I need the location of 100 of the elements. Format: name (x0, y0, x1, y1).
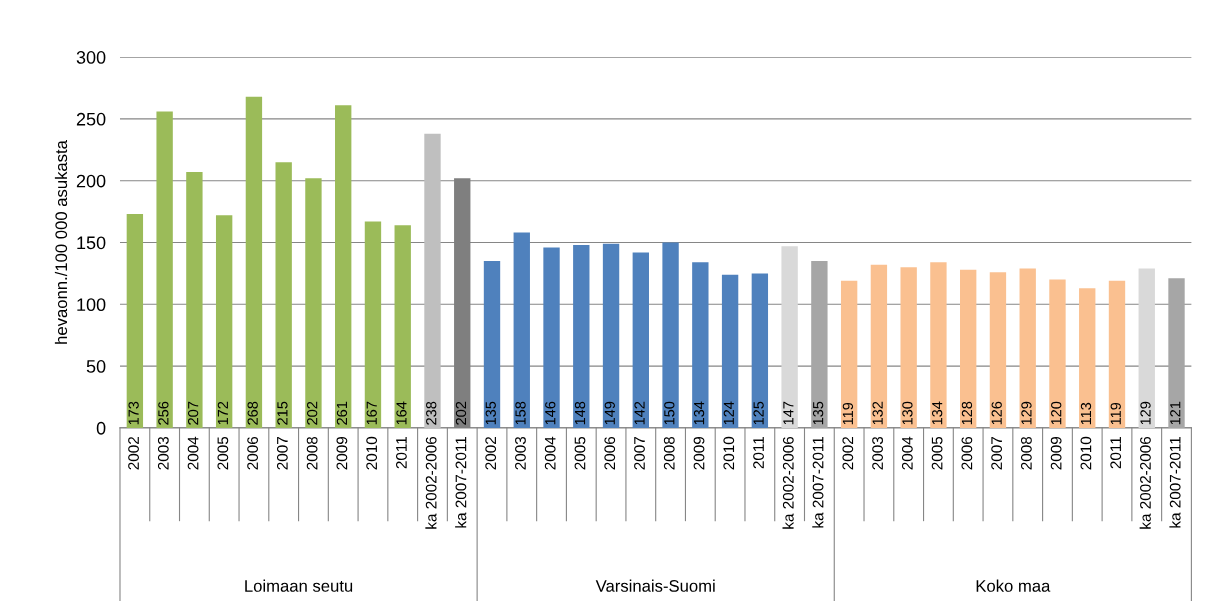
x-tick-label: 2008 (306, 436, 318, 470)
bar (1049, 279, 1066, 428)
bar (692, 262, 709, 428)
bar (721, 274, 739, 428)
x-tick-label: 2007 (991, 437, 1003, 470)
data-label: 129 (1021, 401, 1032, 425)
x-tick-label: ka 2002-2006 (425, 436, 437, 529)
data-label: 268 (247, 401, 258, 425)
data-label: 150 (664, 401, 675, 425)
bar (275, 162, 292, 428)
bar (394, 225, 411, 428)
bar (1108, 280, 1126, 428)
data-label: 134 (932, 401, 943, 425)
x-tick-label: 2011 (1110, 436, 1122, 469)
data-label: 134 (693, 401, 705, 425)
x-tick-label: 2006 (247, 436, 259, 470)
y-tick-label: 150 (77, 236, 106, 250)
bar (602, 243, 620, 428)
data-label: 135 (485, 401, 496, 425)
bar (930, 262, 947, 428)
data-label: 167 (366, 401, 377, 425)
x-tick-label: 2008 (1020, 436, 1032, 470)
bar (1079, 288, 1096, 428)
data-label: 119 (1110, 402, 1121, 425)
data-label: 164 (396, 401, 407, 425)
x-tick-label: 2004 (187, 436, 199, 470)
data-label: 202 (455, 401, 467, 425)
bar (215, 215, 233, 428)
text: Loimaan seutu (245, 579, 353, 592)
x-tick-label: 2011 (753, 436, 764, 469)
x-tick-label: 2003 (515, 436, 526, 470)
data-label: 132 (872, 401, 883, 425)
x-tick-label: 2002 (842, 437, 854, 470)
x-tick-label: ka 2007-2011 (1169, 436, 1181, 528)
bar (305, 178, 322, 428)
y-tick-label: 250 (76, 112, 106, 126)
x-tick-label: 2010 (366, 436, 378, 470)
bar (424, 133, 441, 428)
data-label: 158 (515, 401, 526, 425)
x-tick-label: 2002 (128, 437, 139, 470)
x-tick-label: 2005 (574, 436, 586, 470)
x-tick-label: 2010 (723, 436, 735, 470)
data-label: 130 (902, 401, 913, 425)
bar (900, 267, 917, 428)
data-label: 147 (783, 401, 794, 425)
data-label: 215 (277, 401, 288, 425)
y-tick-label: 0 (96, 421, 106, 435)
x-tick-label: ka 2002-2006 (782, 436, 794, 529)
bar (126, 214, 144, 428)
bar (1168, 278, 1185, 428)
data-label: 142 (634, 401, 645, 425)
x-tick-label: ka 2007-2011 (455, 436, 467, 528)
x-tick-label: 2006 (604, 436, 616, 470)
bar (483, 261, 501, 428)
data-label: 173 (128, 401, 139, 425)
x-tick-label: 2005 (931, 436, 943, 470)
x-tick-label: ka 2007-2011 (812, 436, 824, 528)
x-tick-label: 2006 (961, 436, 973, 470)
bar (960, 269, 977, 428)
x-tick-label: 2004 (544, 436, 556, 470)
x-tick-label: 2004 (901, 436, 913, 470)
bar (781, 246, 798, 428)
x-tick-label: 2007 (634, 437, 645, 470)
data-label: 256 (158, 401, 169, 425)
x-tick-label: 2007 (276, 437, 288, 470)
bar (1019, 268, 1036, 428)
bar (364, 221, 382, 428)
y-tick-label: 200 (76, 174, 106, 188)
data-label: 129 (1140, 401, 1151, 425)
bar (632, 252, 649, 428)
data-label: 238 (426, 401, 437, 425)
bar (840, 280, 858, 428)
y-tick-label: 50 (86, 360, 106, 373)
x-tick-label: 2003 (872, 436, 883, 470)
bar (543, 247, 560, 428)
data-label: 125 (753, 401, 764, 425)
bar (186, 172, 203, 428)
text: Varsinais-Suomi (595, 579, 715, 592)
data-label: 172 (217, 401, 228, 425)
y-tick-label: 300 (76, 51, 106, 64)
bar (156, 111, 173, 428)
x-tick-label: 2003 (157, 436, 169, 470)
data-label: 135 (812, 401, 824, 425)
bar (513, 232, 530, 428)
x-tick-label: 2002 (485, 437, 497, 470)
data-label: 148 (574, 401, 586, 425)
y-tick-label: 100 (77, 298, 106, 312)
data-label: 121 (1170, 401, 1181, 425)
data-label: 119 (842, 402, 854, 425)
bar (989, 272, 1007, 428)
bar (1138, 268, 1155, 428)
bar (662, 242, 679, 428)
data-label: 149 (604, 401, 615, 425)
x-tick-label: 2010 (1080, 436, 1092, 470)
data-label: 126 (991, 401, 1002, 425)
data-label: 207 (187, 401, 199, 425)
data-label: 128 (961, 401, 973, 425)
bar (573, 244, 590, 428)
x-tick-label: 2008 (663, 436, 675, 470)
x-tick-label: 2009 (1050, 436, 1062, 470)
